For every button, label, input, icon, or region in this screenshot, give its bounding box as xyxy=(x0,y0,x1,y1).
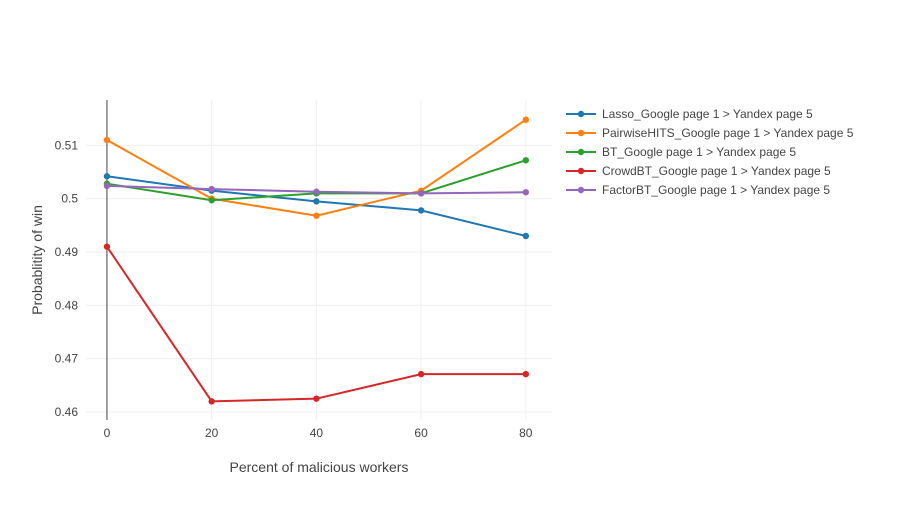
legend-marker xyxy=(577,186,585,194)
data-point xyxy=(313,188,320,195)
x-tick-label: 60 xyxy=(414,426,428,440)
data-point xyxy=(313,198,320,205)
y-tick-label: 0.5 xyxy=(61,192,78,206)
x-tick-label: 0 xyxy=(104,426,111,440)
series-1 xyxy=(103,173,530,240)
gridlines xyxy=(86,100,552,420)
legend-marker xyxy=(577,167,585,175)
y-axis-title: Probablitity of win xyxy=(29,205,45,315)
data-point xyxy=(208,185,215,193)
series-4 xyxy=(103,243,530,405)
legend-marker xyxy=(577,129,585,137)
data-point xyxy=(313,212,320,219)
legend-label: FactorBT_Google page 1 > Yandex page 5 xyxy=(602,183,830,197)
data-point xyxy=(522,232,530,240)
data-point xyxy=(103,243,111,250)
x-axis-title: Percent of malicious workers xyxy=(230,459,409,475)
data-point xyxy=(103,136,111,144)
series-5 xyxy=(103,182,530,197)
y-tick-label: 0.49 xyxy=(55,245,79,259)
legend-label: BT_Google page 1 > Yandex page 5 xyxy=(602,145,796,159)
legend-item[interactable]: FactorBT_Google page 1 > Yandex page 5 xyxy=(566,183,830,197)
x-tick-label: 20 xyxy=(205,426,219,440)
data-point xyxy=(103,182,111,190)
y-tick-label: 0.47 xyxy=(55,352,79,366)
legend-marker xyxy=(577,110,585,118)
data-point xyxy=(313,395,320,402)
data-point xyxy=(522,116,530,123)
data-point xyxy=(103,173,111,180)
data-point xyxy=(208,197,215,204)
x-tick-label: 40 xyxy=(310,426,324,440)
legend[interactable]: Lasso_Google page 1 > Yandex page 5 Pairw… xyxy=(566,107,854,197)
y-tick-label: 0.48 xyxy=(55,298,79,312)
tick-labels: 0 20 40 60 80 0.46 0.47 0.48 0.49 0.5 0.51 xyxy=(55,138,533,440)
data-point xyxy=(522,189,530,196)
legend-label: PairwiseHITS_Google page 1 > Yandex page… xyxy=(602,126,854,140)
legend-label: Lasso_Google page 1 > Yandex page 5 xyxy=(602,107,813,121)
legend-item[interactable]: PairwiseHITS_Google page 1 > Yandex page… xyxy=(566,126,854,140)
y-tick-label: 0.51 xyxy=(55,138,79,152)
x-tick-label: 80 xyxy=(519,426,533,440)
data-point xyxy=(522,157,530,164)
legend-item[interactable]: CrowdBT_Google page 1 > Yandex page 5 xyxy=(566,164,831,178)
legend-label: CrowdBT_Google page 1 > Yandex page 5 xyxy=(602,164,831,178)
data-point xyxy=(522,370,530,378)
legend-item[interactable]: BT_Google page 1 > Yandex page 5 xyxy=(566,145,796,159)
data-point xyxy=(208,398,215,405)
data-point xyxy=(417,190,425,197)
series-lines xyxy=(103,116,530,405)
legend-marker xyxy=(577,148,585,156)
data-point xyxy=(417,207,425,214)
legend-item[interactable]: Lasso_Google page 1 > Yandex page 5 xyxy=(566,107,813,121)
y-tick-label: 0.46 xyxy=(55,405,79,419)
data-point xyxy=(417,370,425,378)
